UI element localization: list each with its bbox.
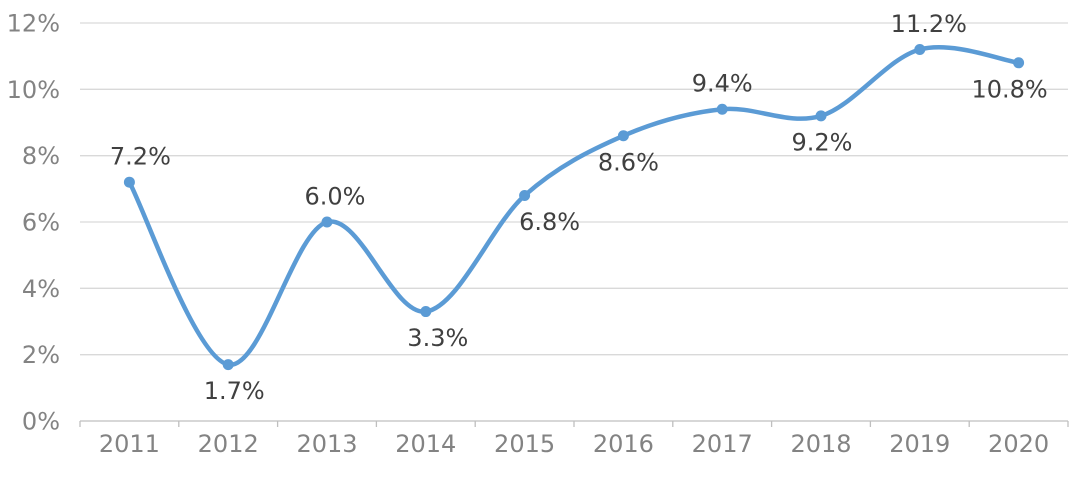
data-label: 6.8% [519, 208, 580, 236]
data-point-marker [617, 130, 629, 142]
y-axis-tick-label: 4% [22, 275, 60, 303]
data-point-marker [815, 110, 827, 122]
x-axis-tick-label: 2011 [99, 430, 160, 458]
data-point-marker [321, 216, 333, 228]
y-axis-tick-label: 0% [22, 408, 60, 436]
x-axis-tick-label: 2013 [296, 430, 357, 458]
y-axis-tick-label: 12% [7, 10, 60, 38]
data-label: 9.4% [692, 70, 753, 98]
x-axis-tick-label: 2015 [494, 430, 555, 458]
data-point-marker [519, 189, 531, 201]
data-label: 11.2% [891, 10, 967, 38]
data-point-marker [716, 103, 728, 115]
x-axis-tick-label: 2020 [988, 430, 1049, 458]
x-axis-tick-label: 2018 [790, 430, 851, 458]
data-point-marker [420, 306, 432, 318]
data-point-marker [123, 176, 135, 188]
x-axis-tick-label: 2016 [593, 430, 654, 458]
x-axis-tick-label: 2014 [395, 430, 456, 458]
series-line [127, 45, 1021, 367]
data-point-marker [1013, 57, 1025, 69]
data-label: 3.3% [407, 324, 468, 352]
data-label: 6.0% [305, 183, 366, 211]
x-axis-tick-label: 2017 [692, 430, 753, 458]
data-point-marker [222, 359, 234, 371]
data-point-marker [914, 44, 926, 56]
data-label: 8.6% [598, 148, 659, 176]
data-label: 9.2% [792, 128, 853, 156]
data-label: 10.8% [971, 75, 1047, 103]
x-axis-tick-label: 2019 [889, 430, 950, 458]
y-axis-tick-label: 10% [7, 76, 60, 104]
y-axis-tick-label: 6% [22, 209, 60, 237]
data-label: 7.2% [110, 143, 171, 171]
data-label: 1.7% [204, 377, 265, 405]
y-axis-tick-label: 2% [22, 341, 60, 369]
y-axis-tick-label: 8% [22, 142, 60, 170]
x-axis-tick-label: 2012 [198, 430, 259, 458]
